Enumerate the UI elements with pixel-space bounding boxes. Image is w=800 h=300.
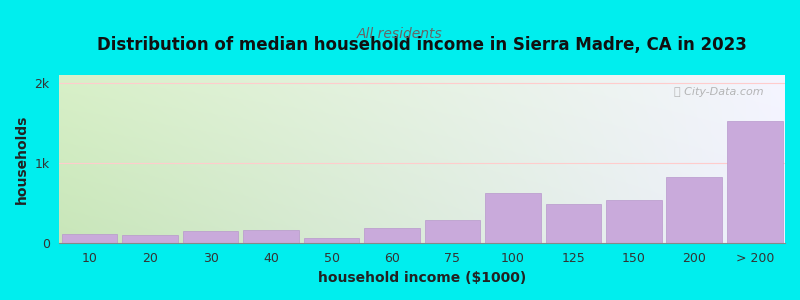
Bar — [62, 233, 118, 243]
Bar — [546, 204, 601, 243]
X-axis label: household income ($1000): household income ($1000) — [318, 271, 526, 285]
Bar — [364, 227, 420, 243]
Y-axis label: households: households — [15, 114, 29, 203]
Bar — [485, 193, 541, 243]
Bar — [243, 230, 299, 243]
Text: Ⓜ City-Data.com: Ⓜ City-Data.com — [674, 87, 763, 97]
Bar — [727, 121, 782, 243]
Title: Distribution of median household income in Sierra Madre, CA in 2023: Distribution of median household income … — [98, 36, 747, 54]
Bar — [425, 220, 480, 243]
Text: All residents: All residents — [357, 27, 443, 41]
Bar — [666, 177, 722, 243]
Bar — [304, 238, 359, 243]
Bar — [182, 231, 238, 243]
Bar — [606, 200, 662, 243]
Bar — [122, 235, 178, 243]
